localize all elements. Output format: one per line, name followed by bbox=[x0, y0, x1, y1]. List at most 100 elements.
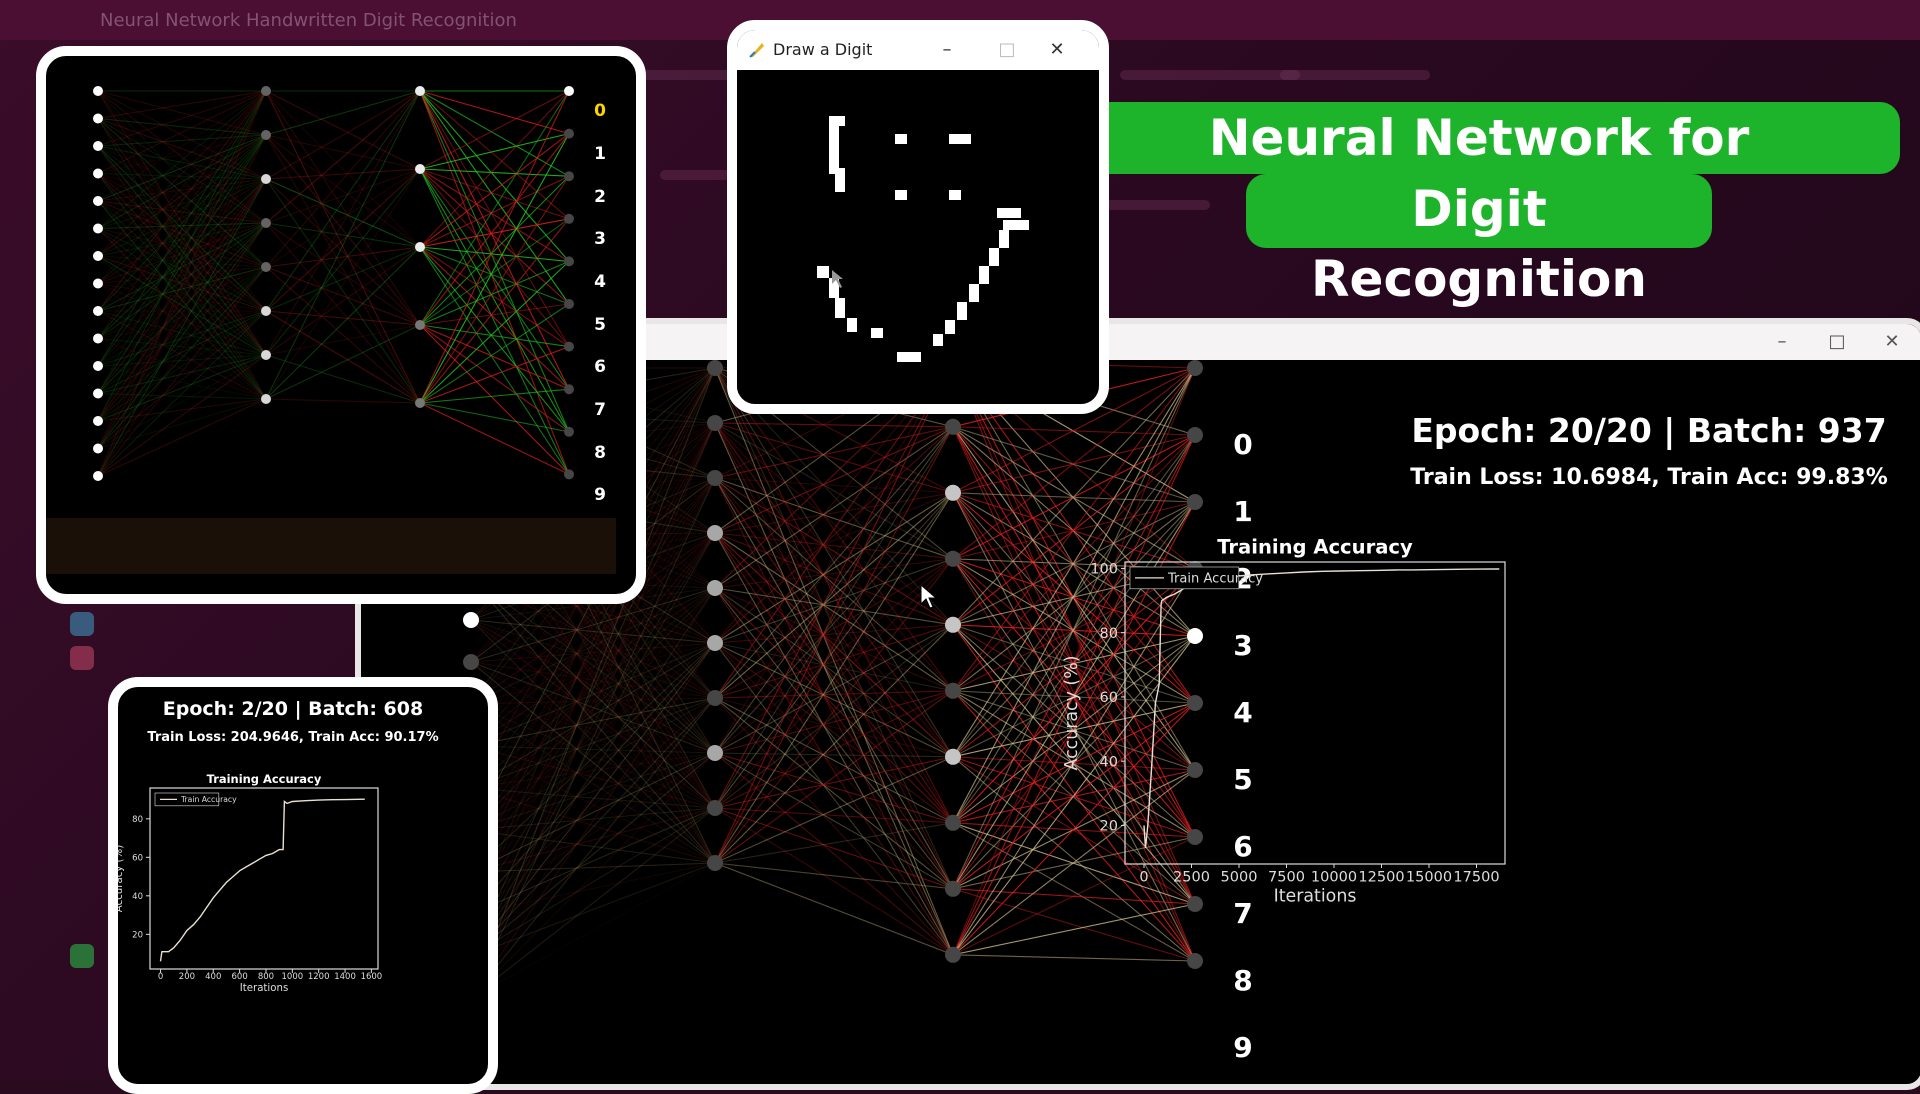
weight-edge bbox=[97, 310, 267, 477]
weight-edge bbox=[97, 90, 267, 312]
weight-edge bbox=[97, 118, 267, 268]
weight-edge bbox=[470, 619, 716, 644]
weight-edge bbox=[470, 642, 716, 663]
weight-edge bbox=[97, 200, 267, 268]
weight-edge bbox=[714, 624, 954, 864]
weight-edge bbox=[714, 532, 954, 560]
weight-edge bbox=[714, 862, 954, 956]
weight-edge bbox=[714, 426, 954, 864]
main-digit-labels: 0 1 2 3 4 5 6 7 8 9 bbox=[1233, 428, 1252, 1064]
weight-edge bbox=[470, 367, 716, 915]
weight-edge bbox=[97, 178, 267, 422]
weight-edge bbox=[714, 532, 954, 824]
weight-edge bbox=[97, 354, 267, 367]
x-tick-label: 600 bbox=[232, 972, 248, 982]
output-digit-label: 3 bbox=[594, 229, 606, 249]
minimize-button[interactable]: – bbox=[942, 39, 952, 60]
weight-edge bbox=[97, 310, 267, 356]
weight-edge bbox=[470, 477, 716, 747]
close-button[interactable]: ✕ bbox=[1049, 39, 1065, 60]
weight-edge bbox=[714, 587, 954, 890]
weight-edge bbox=[97, 266, 267, 477]
neuron-node bbox=[1187, 360, 1203, 376]
weight-edge bbox=[714, 492, 954, 864]
weight-edge bbox=[419, 90, 570, 305]
weight-edge bbox=[97, 282, 267, 356]
weight-edge bbox=[714, 642, 954, 824]
weight-edge bbox=[714, 426, 954, 644]
weight-edge bbox=[952, 367, 1196, 626]
weight-edge bbox=[470, 619, 716, 699]
x-tick-label: 0 bbox=[158, 972, 163, 982]
weight-edge bbox=[952, 624, 1196, 771]
neuron-node bbox=[415, 242, 425, 252]
weight-edge bbox=[265, 398, 421, 404]
bg-file-icon bbox=[70, 612, 94, 636]
y-tick-label: 20 bbox=[132, 930, 143, 940]
weight-edge bbox=[470, 577, 716, 864]
drawing-canvas[interactable] bbox=[737, 70, 1079, 394]
weight-edge bbox=[952, 635, 1196, 956]
weight-edge bbox=[470, 587, 716, 663]
weight-edge bbox=[419, 175, 570, 404]
weight-edge bbox=[470, 422, 716, 999]
weight-edge bbox=[714, 624, 954, 809]
weight-edge bbox=[470, 577, 716, 809]
weight-edge bbox=[470, 619, 716, 864]
weight-edge bbox=[265, 168, 421, 400]
weight-edge bbox=[952, 367, 1196, 494]
maximize-button[interactable]: □ bbox=[1828, 331, 1846, 352]
weight-edge bbox=[97, 90, 267, 339]
output-digit-label: 6 bbox=[1233, 830, 1252, 863]
weight-edge bbox=[470, 642, 716, 789]
y-tick-label: 80 bbox=[1100, 626, 1118, 642]
weight-edge bbox=[470, 587, 716, 705]
y-tick-label: 20 bbox=[1100, 819, 1118, 835]
y-tick-label: 60 bbox=[132, 853, 143, 863]
weight-edge bbox=[470, 422, 716, 789]
neuron-node bbox=[93, 251, 103, 261]
neuron-node bbox=[1187, 953, 1203, 969]
weight-edge bbox=[714, 492, 954, 534]
neuron-node bbox=[261, 130, 271, 140]
weight-edge bbox=[97, 222, 267, 257]
weight-edge bbox=[265, 324, 421, 400]
weight-edge bbox=[97, 178, 267, 257]
weight-edge bbox=[470, 697, 716, 705]
weight-edge bbox=[470, 532, 716, 873]
close-button[interactable]: ✕ bbox=[1884, 331, 1900, 352]
small-network-window: 0 1 2 3 4 5 6 7 8 9 bbox=[36, 46, 646, 604]
output-digit-label: 4 bbox=[1233, 696, 1252, 729]
weight-edge bbox=[97, 90, 267, 394]
drawn-digit-strokes bbox=[817, 116, 1029, 362]
output-digit-label: 7 bbox=[594, 400, 606, 420]
neuron-node bbox=[415, 398, 425, 408]
weight-edge bbox=[419, 168, 570, 220]
weight-edge bbox=[97, 134, 267, 147]
weight-edge bbox=[714, 422, 954, 626]
weight-edge bbox=[470, 587, 716, 789]
weight-edge bbox=[419, 90, 570, 404]
weight-edge bbox=[952, 836, 1196, 956]
maximize-button[interactable]: □ bbox=[998, 39, 1016, 60]
output-digit-label-active: 0 bbox=[594, 101, 606, 121]
weight-edge bbox=[419, 90, 570, 135]
weight-edge bbox=[419, 324, 570, 348]
weight-edge bbox=[419, 168, 570, 262]
y-tick-label: 60 bbox=[1100, 690, 1118, 706]
weight-edge bbox=[714, 642, 954, 890]
weight-edge bbox=[97, 145, 267, 400]
training-accuracy-chart-main: Training Accuracy 0 2500 5000 7500 10000 12500… bbox=[1062, 535, 1506, 907]
weight-edge bbox=[97, 134, 267, 175]
weight-edge bbox=[952, 558, 1196, 771]
weight-edge bbox=[470, 829, 716, 864]
minimize-button[interactable]: – bbox=[1777, 331, 1787, 352]
output-digit-label: 3 bbox=[1233, 629, 1252, 662]
neuron-node bbox=[945, 616, 961, 633]
weight-edge bbox=[97, 145, 267, 224]
weight-edge bbox=[952, 367, 1196, 692]
bg-code-line bbox=[1100, 200, 1210, 210]
weight-edge bbox=[97, 172, 267, 180]
weight-edge bbox=[952, 501, 1196, 758]
weight-edge bbox=[97, 134, 267, 229]
